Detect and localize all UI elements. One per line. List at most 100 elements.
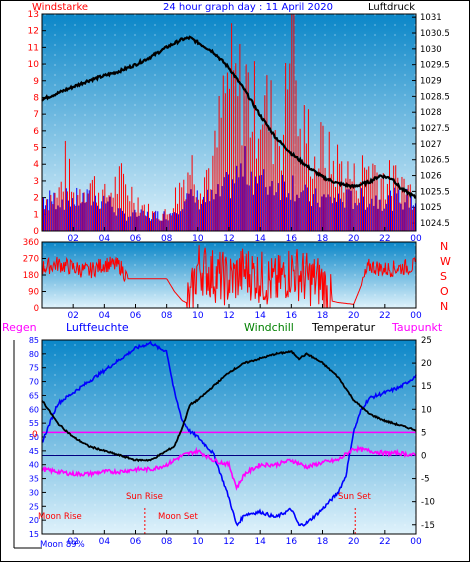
wind-y-tick-label: 3	[33, 177, 39, 187]
temperature-x-tick-label: 04	[99, 537, 111, 547]
pressure-y-tick-label: 1025	[420, 203, 442, 213]
moon-phase-label: Moon 89%	[40, 540, 85, 550]
pressure-y-tick-label: 1027.5	[420, 124, 450, 134]
pressure-y-tick-label: 1031	[420, 13, 442, 23]
moon-set-label: Moon Set	[158, 512, 198, 522]
pressure-line	[41, 35, 417, 199]
wind-x-tick-label: 18	[317, 234, 329, 244]
temperature-x-tick-label: 20	[348, 537, 360, 547]
temperature-x-tick-label: 08	[161, 537, 173, 547]
direction-y-tick-label: 180	[23, 271, 39, 281]
direction-x-tick-label: 12	[223, 311, 234, 321]
legend-temperature: Temperatur	[311, 321, 376, 334]
humidity-y-tick-label: 85	[29, 336, 39, 345]
wind-x-tick-label: 12	[223, 234, 234, 244]
compass-label: O	[440, 285, 449, 298]
wind-y-tick-label: 6	[33, 127, 39, 137]
wind-y-tick-label: 9	[33, 77, 39, 87]
wind-y-tick-label: 13	[28, 10, 39, 20]
direction-x-tick-label: 22	[379, 311, 390, 321]
wind-direction-frame	[41, 241, 417, 309]
temperature-y-tick-label: -15	[421, 521, 435, 531]
humidity-y-tick-label: 40	[29, 461, 39, 470]
pressure-y-tick-label: 1030	[420, 45, 442, 55]
sun-set-label: Sun Set	[338, 492, 371, 502]
wind-y-tick-label: 12	[28, 27, 39, 37]
direction-x-tick-label: 18	[317, 311, 329, 321]
temperature-y-tick-label: 0	[421, 451, 426, 461]
direction-x-tick-label: 20	[348, 311, 360, 321]
compass-label: N	[440, 300, 448, 313]
pressure-y-tick-label: 1030.5	[420, 29, 450, 39]
pressure-y-tick-label: 1027	[420, 140, 442, 150]
legend-dewpoint: Taupunkt	[391, 321, 443, 334]
direction-y-tick-label: 90	[28, 288, 39, 298]
compass-label: S	[440, 270, 447, 283]
direction-x-tick-label: 14	[254, 311, 266, 321]
temperature-humidity-grid-dots	[42, 340, 416, 534]
humidity-y-tick-label: 20	[29, 516, 39, 525]
legend-windchill: Windchill	[244, 321, 294, 334]
wind-pressure-marks: 13121110987654321010311030.510301029.510…	[28, 10, 450, 244]
temperature-x-tick-label: 18	[317, 537, 329, 547]
rain-zero-label: 0	[32, 430, 38, 440]
temperature-x-tick-label: 10	[192, 537, 204, 547]
pressure-y-tick-label: 1024.5	[420, 219, 450, 229]
pressure-y-tick-label: 1026.5	[420, 156, 450, 166]
humidity-y-tick-label: 15	[29, 530, 39, 539]
pressure-y-tick-label: 1028.5	[420, 92, 450, 102]
direction-x-tick-label: 00	[410, 311, 422, 321]
temperature-x-tick-label: 16	[286, 537, 298, 547]
temperature-humidity-marks: 8580757065605550454035302520152520151050…	[29, 336, 435, 547]
humidity-y-tick-label: 50	[29, 433, 39, 442]
wind-y-tick-label: 5	[33, 144, 39, 154]
humidity-y-tick-label: 60	[29, 405, 39, 414]
wind-x-tick-label: 00	[410, 234, 422, 244]
temperature-x-tick-label: 02	[67, 537, 78, 547]
wind-x-tick-label: 22	[379, 234, 390, 244]
wind-pressure-frame	[41, 13, 417, 232]
wind-y-tick-label: 8	[33, 93, 39, 103]
humidity-y-tick-label: 25	[29, 502, 39, 511]
direction-x-tick-label: 02	[67, 311, 78, 321]
wind-y-tick-label: 11	[28, 43, 39, 53]
humidity-y-tick-label: 30	[29, 488, 39, 497]
temperature-line	[41, 350, 417, 463]
humidity-y-tick-label: 75	[29, 364, 39, 373]
legend-rain: Regen	[2, 321, 37, 334]
temperature-x-tick-label: 14	[254, 537, 266, 547]
wind-direction-marks: 360 270 180 90 0 02 04 06 08 10 12 14 16 18 20 22 00	[23, 238, 422, 321]
humidity-y-tick-label: 65	[29, 391, 39, 400]
temperature-y-tick-label: 5	[421, 428, 426, 438]
humidity-y-tick-label: 70	[29, 378, 39, 387]
pressure-y-tick-label: 1025.5	[420, 187, 450, 197]
temperature-y-tick-label: -5	[421, 475, 429, 485]
direction-x-tick-label: 10	[192, 311, 204, 321]
wind-y-tick-label: 2	[33, 194, 39, 204]
wind-y-tick-label: 4	[33, 160, 39, 170]
direction-y-tick-label: 360	[23, 238, 39, 248]
humidity-line	[41, 340, 417, 527]
temperature-y-tick-label: 15	[421, 382, 432, 392]
humidity-y-tick-label: 55	[29, 419, 39, 428]
wind-direction-line	[41, 245, 417, 309]
wind-axis-label: Windstarke	[32, 2, 88, 13]
sun-rise-label: Sun Rise	[126, 492, 163, 502]
wind-x-tick-label: 10	[192, 234, 204, 244]
temperature-y-tick-label: 10	[421, 405, 432, 415]
direction-x-tick-label: 04	[99, 311, 111, 321]
pressure-y-tick-label: 1026	[420, 172, 442, 182]
direction-x-tick-label: 08	[161, 311, 173, 321]
wind-x-tick-label: 14	[254, 234, 266, 244]
temperature-x-tick-label: 00	[410, 537, 422, 547]
humidity-y-tick-label: 80	[29, 350, 39, 359]
moon-rise-label: Moon Rise	[38, 512, 82, 522]
wind-x-tick-label: 02	[67, 234, 78, 244]
pressure-y-tick-label: 1029	[420, 77, 442, 87]
temperature-x-tick-label: 12	[223, 537, 234, 547]
temperature-y-tick-label: -10	[421, 498, 435, 508]
direction-x-tick-label: 06	[130, 311, 142, 321]
